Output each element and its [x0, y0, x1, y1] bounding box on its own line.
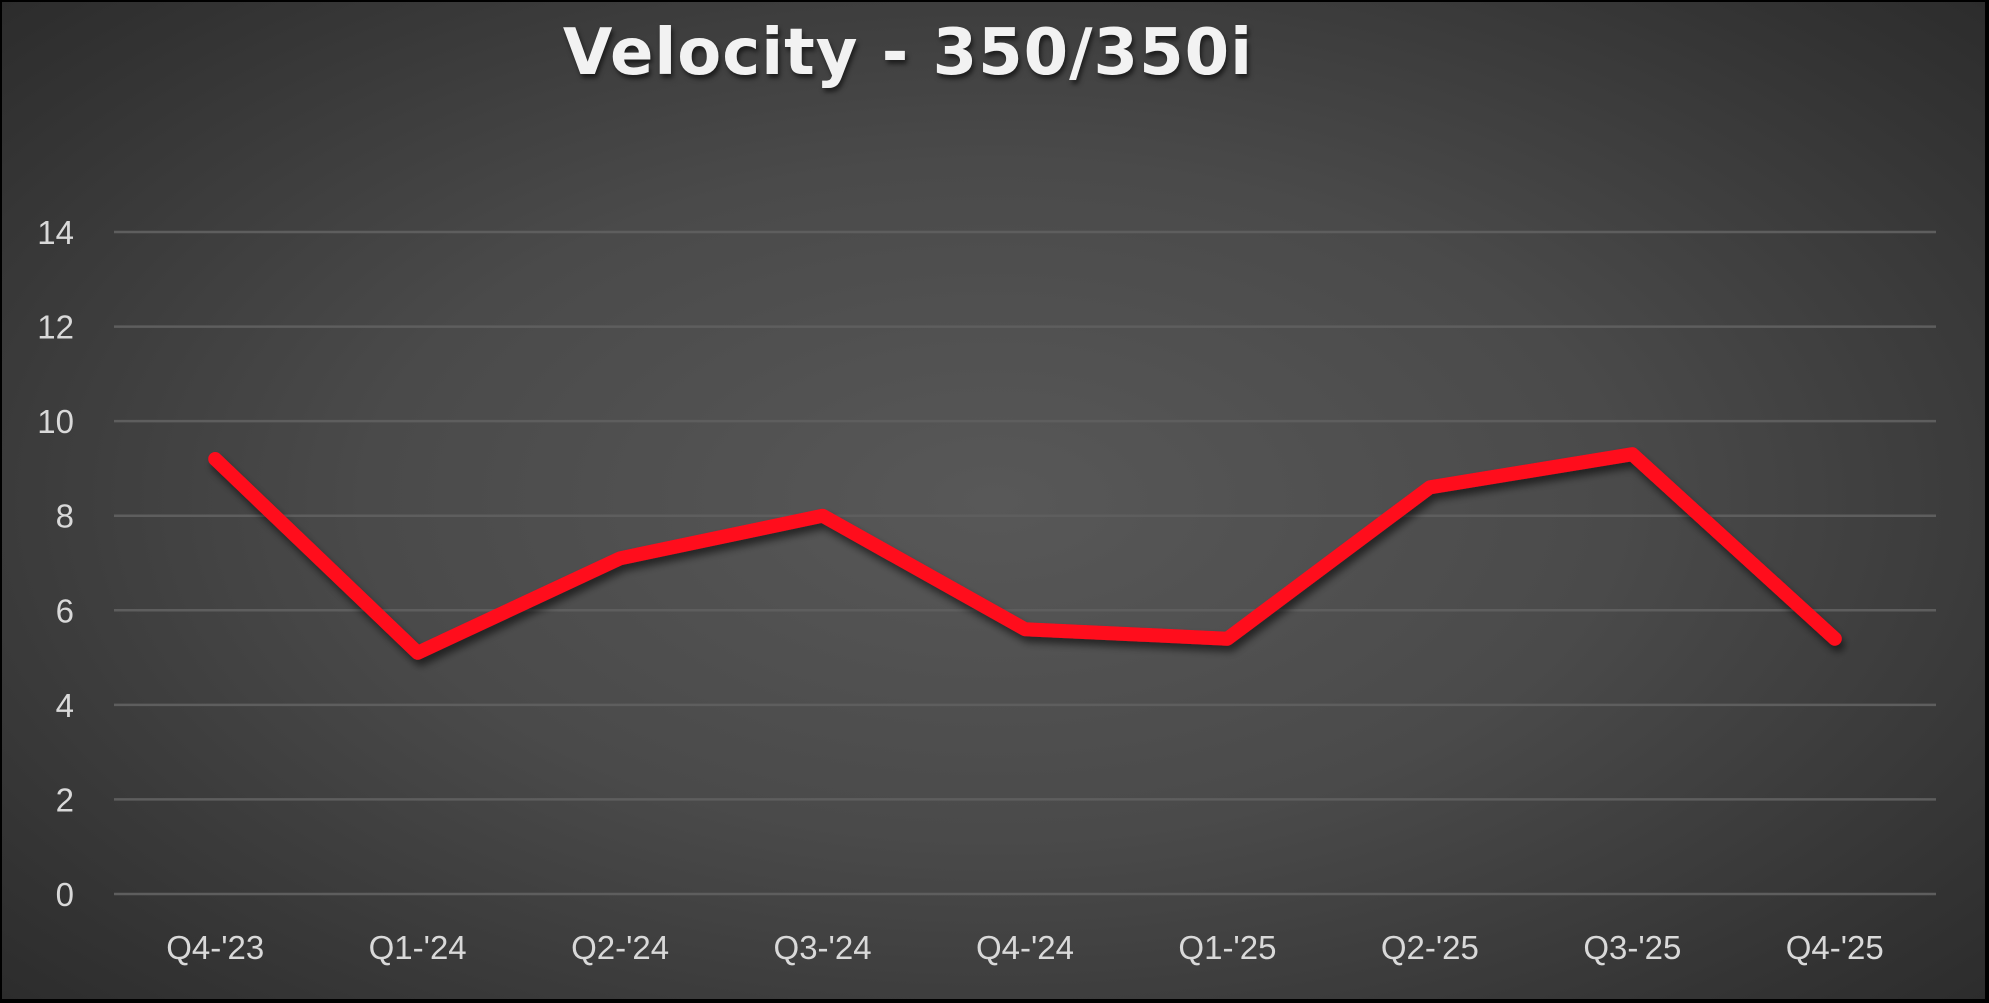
y-tick-label: 2 — [56, 781, 74, 818]
data-line — [208, 447, 1842, 660]
y-axis-labels: 0 2 4 6 8 10 12 14 — [37, 214, 74, 913]
x-tick-label: Q4-'24 — [976, 929, 1074, 966]
gridlines — [114, 230, 1936, 896]
y-tick-label: 8 — [56, 498, 74, 535]
x-tick-label: Q3-'24 — [774, 929, 872, 966]
x-tick-label: Q2-'25 — [1381, 929, 1479, 966]
x-axis-labels: Q4-'23 Q1-'24 Q2-'24 Q3-'24 Q4-'24 Q1-'25 Q2-'… — [166, 929, 1884, 966]
x-tick-label: Q1-'25 — [1178, 929, 1276, 966]
chart-title: Velocity - 350/350i — [562, 16, 1254, 90]
x-tick-label: Q1-'24 — [369, 929, 467, 966]
series-velocity — [208, 447, 1842, 660]
x-tick-label: Q4-'25 — [1786, 929, 1884, 966]
y-tick-label: 6 — [56, 592, 74, 629]
x-tick-label: Q3-'25 — [1583, 929, 1681, 966]
y-tick-label: 12 — [37, 309, 74, 346]
y-tick-label: 0 — [56, 876, 74, 913]
y-tick-label: 14 — [37, 214, 74, 251]
x-tick-label: Q4-'23 — [166, 929, 264, 966]
y-tick-label: 10 — [37, 403, 74, 440]
x-tick-label: Q2-'24 — [571, 929, 669, 966]
y-tick-label: 4 — [56, 687, 74, 724]
